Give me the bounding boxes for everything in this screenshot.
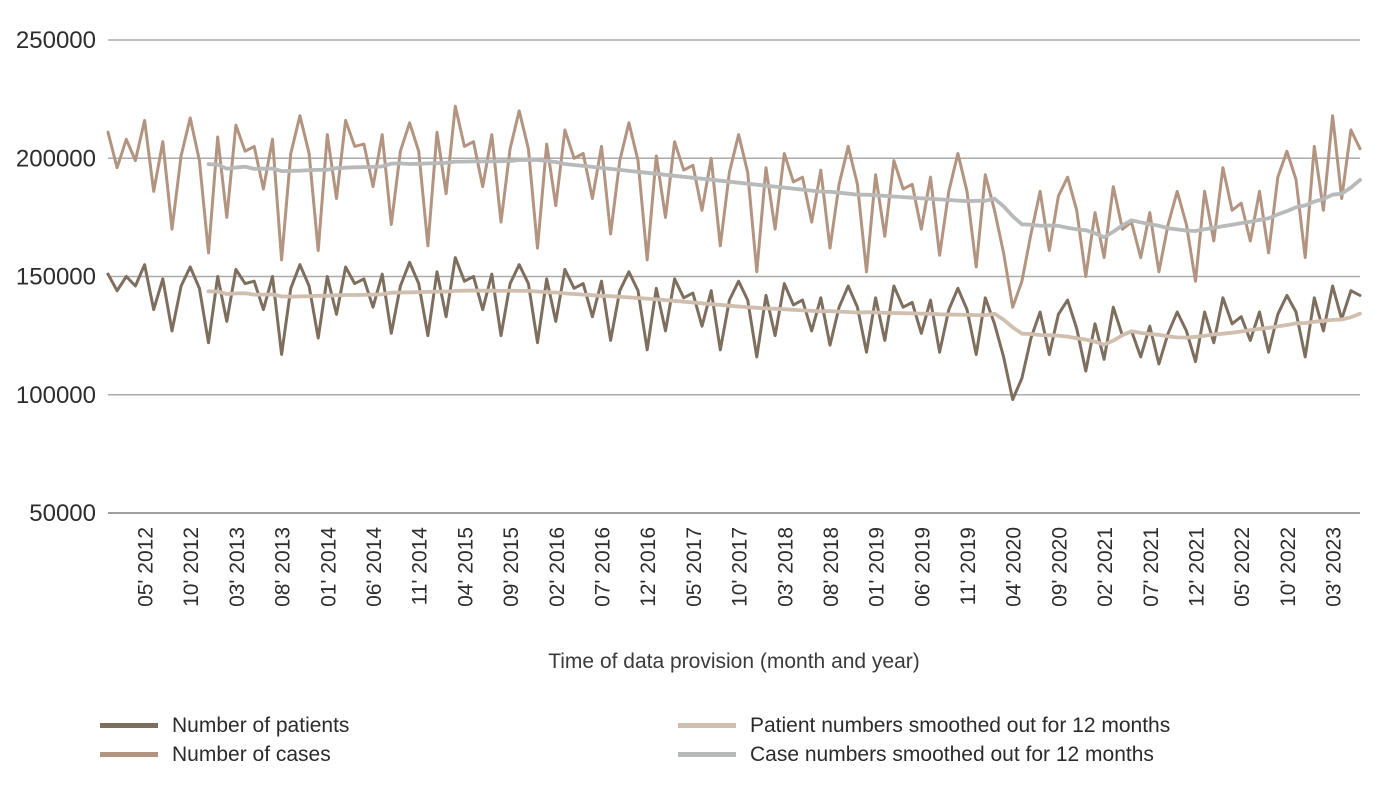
- svg-text:04' 2015: 04' 2015: [454, 527, 477, 607]
- plot-area: 250000 200000 150000 100000 50000 05' 2012 10'…: [16, 27, 1362, 607]
- svg-text:08' 2018: 08' 2018: [820, 527, 843, 607]
- patients-smoothed-line-swatch: [678, 723, 736, 728]
- svg-text:07' 2021: 07' 2021: [1140, 527, 1163, 607]
- svg-text:03' 2018: 03' 2018: [774, 527, 797, 607]
- svg-text:11' 2019: 11' 2019: [957, 527, 980, 605]
- x-axis-title: Time of data provision (month and year): [548, 650, 920, 673]
- svg-text:03' 2023: 03' 2023: [1323, 527, 1346, 607]
- svg-text:11' 2014: 11' 2014: [409, 527, 432, 606]
- legend-label-patients-smoothed: Patient numbers smoothed out for 12 mont…: [750, 713, 1171, 737]
- svg-text:100000: 100000: [16, 382, 96, 409]
- svg-text:07' 2016: 07' 2016: [591, 527, 614, 607]
- svg-text:10' 2022: 10' 2022: [1277, 527, 1300, 607]
- svg-text:200000: 200000: [16, 145, 96, 172]
- svg-text:09' 2015: 09' 2015: [500, 527, 523, 607]
- svg-text:03' 2013: 03' 2013: [226, 527, 249, 607]
- legend-label-cases-smoothed: Case numbers smoothed out for 12 months: [750, 742, 1154, 766]
- svg-text:02' 2021: 02' 2021: [1094, 527, 1117, 607]
- svg-text:06' 2019: 06' 2019: [911, 527, 934, 607]
- legend-item-patients: Number of patients: [100, 714, 678, 738]
- legend-label-patients: Number of patients: [172, 713, 350, 737]
- svg-text:12' 2016: 12' 2016: [637, 527, 660, 607]
- svg-text:12' 2021: 12' 2021: [1186, 527, 1209, 607]
- svg-text:01' 2019: 01' 2019: [866, 527, 889, 607]
- legend-item-cases: Number of cases: [100, 743, 678, 767]
- svg-text:04' 2020: 04' 2020: [1003, 527, 1026, 607]
- svg-text:08' 2013: 08' 2013: [272, 527, 295, 607]
- svg-text:01' 2014: 01' 2014: [317, 527, 340, 607]
- legend-item-patients-smoothed: Patient numbers smoothed out for 12 mont…: [678, 714, 1350, 738]
- svg-text:10' 2017: 10' 2017: [729, 527, 752, 607]
- svg-text:50000: 50000: [29, 500, 96, 527]
- svg-text:10' 2012: 10' 2012: [180, 527, 203, 607]
- svg-text:02' 2016: 02' 2016: [546, 527, 569, 607]
- svg-text:05' 2012: 05' 2012: [135, 527, 158, 607]
- cases-line-swatch: [100, 752, 158, 757]
- cases-smoothed-line-swatch: [678, 752, 736, 757]
- svg-text:09' 2020: 09' 2020: [1048, 527, 1071, 607]
- legend-item-cases-smoothed: Case numbers smoothed out for 12 months: [678, 743, 1350, 767]
- svg-text:150000: 150000: [16, 264, 96, 291]
- svg-text:05' 2022: 05' 2022: [1231, 527, 1254, 607]
- legend: Number of patients Patient numbers smoot…: [100, 711, 1350, 769]
- legend-label-cases: Number of cases: [172, 742, 331, 766]
- patients-line-swatch: [100, 723, 158, 728]
- svg-text:06' 2014: 06' 2014: [363, 527, 386, 607]
- svg-text:250000: 250000: [16, 27, 96, 54]
- svg-text:05' 2017: 05' 2017: [683, 527, 706, 607]
